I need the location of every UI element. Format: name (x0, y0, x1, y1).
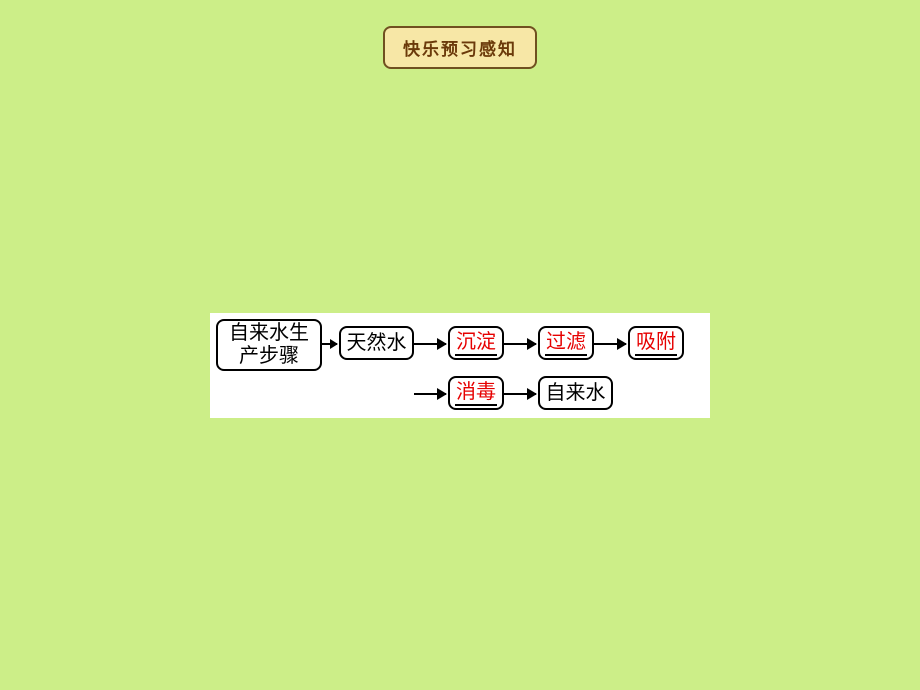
arrow-title-natural (322, 343, 337, 345)
arrow-settle-filter (504, 343, 536, 345)
node-filtration-label: 过滤 (545, 331, 587, 356)
node-adsorption: 吸附 (628, 326, 684, 360)
flowchart-panel: 自来水生 产步骤 天然水 沉淀 过滤 吸附 消毒 自来水 (210, 313, 710, 418)
arrow-filter-adsorb (594, 343, 626, 345)
node-natural-water-label: 天然水 (347, 332, 407, 355)
node-title-line2: 产步骤 (239, 345, 299, 368)
node-tap-water-label: 自来水 (546, 382, 606, 405)
preview-badge: 快乐预习感知 (383, 26, 537, 69)
node-natural-water: 天然水 (339, 326, 414, 360)
node-adsorption-label: 吸附 (635, 331, 677, 356)
arrow-natural-settle (414, 343, 446, 345)
arrow-disinfect-tap (504, 393, 536, 395)
preview-badge-label: 快乐预习感知 (403, 40, 517, 59)
node-disinfection-label: 消毒 (455, 381, 497, 406)
node-filtration: 过滤 (538, 326, 594, 360)
node-title-line1: 自来水生 (229, 322, 309, 345)
node-tap-water: 自来水 (538, 376, 613, 410)
node-title: 自来水生 产步骤 (216, 319, 322, 371)
node-disinfection: 消毒 (448, 376, 504, 410)
node-sedimentation: 沉淀 (448, 326, 504, 360)
arrow-row2-disinfect (414, 393, 446, 395)
node-sedimentation-label: 沉淀 (455, 331, 497, 356)
